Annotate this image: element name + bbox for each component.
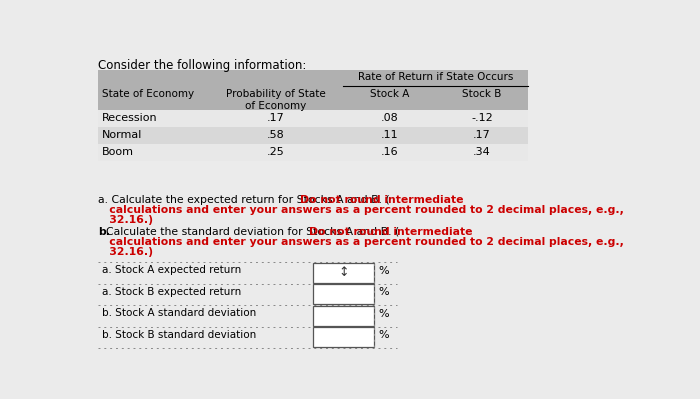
Text: 32.16.): 32.16.)	[99, 215, 153, 225]
Bar	[312, 328, 374, 348]
Bar	[99, 110, 528, 127]
Text: Do not round intermediate: Do not round intermediate	[309, 227, 472, 237]
Bar	[312, 263, 374, 283]
Text: .25: .25	[267, 147, 285, 157]
Text: Stock B: Stock B	[462, 89, 502, 99]
Text: %: %	[378, 330, 388, 340]
Text: .11: .11	[381, 130, 398, 140]
Text: -.12: -.12	[471, 113, 493, 123]
Text: Stock A: Stock A	[370, 89, 410, 99]
Text: .16: .16	[381, 147, 398, 157]
Text: Rate of Return if State Occurs: Rate of Return if State Occurs	[358, 72, 513, 82]
Text: .58: .58	[267, 130, 285, 140]
Text: Boom: Boom	[102, 147, 134, 157]
Text: a. Stock B expected return: a. Stock B expected return	[102, 286, 241, 296]
Text: %: %	[378, 309, 388, 319]
Text: .17: .17	[473, 130, 491, 140]
Text: a. Stock A expected return: a. Stock A expected return	[102, 265, 241, 275]
Text: Recession: Recession	[102, 113, 158, 123]
Text: b. Stock B standard deviation: b. Stock B standard deviation	[102, 330, 256, 340]
Text: a. Calculate the expected return for Stocks A and B. (: a. Calculate the expected return for Sto…	[99, 195, 390, 205]
Text: .17: .17	[267, 113, 285, 123]
Text: .08: .08	[381, 113, 398, 123]
Bar	[312, 284, 374, 304]
Text: State of Economy: State of Economy	[102, 89, 194, 99]
Text: .34: .34	[473, 147, 491, 157]
Text: Calculate the standard deviation for Stocks A and B. (: Calculate the standard deviation for Sto…	[106, 227, 399, 237]
Bar	[99, 70, 528, 110]
Text: Probability of State
of Economy: Probability of State of Economy	[226, 89, 326, 111]
Bar	[99, 127, 528, 144]
Text: Do not round intermediate: Do not round intermediate	[300, 195, 463, 205]
Text: ↕: ↕	[338, 266, 349, 279]
Bar	[312, 306, 374, 326]
Text: %: %	[378, 266, 388, 276]
Text: 32.16.): 32.16.)	[99, 247, 153, 257]
Text: calculations and enter your answers as a percent rounded to 2 decimal places, e.: calculations and enter your answers as a…	[99, 237, 624, 247]
Bar	[99, 144, 528, 161]
Text: Consider the following information:: Consider the following information:	[99, 59, 307, 72]
Text: Normal: Normal	[102, 130, 142, 140]
Text: b. Stock A standard deviation: b. Stock A standard deviation	[102, 308, 256, 318]
Text: calculations and enter your answers as a percent rounded to 2 decimal places, e.: calculations and enter your answers as a…	[99, 205, 624, 215]
Text: %: %	[378, 287, 388, 297]
Text: b.: b.	[99, 227, 111, 237]
